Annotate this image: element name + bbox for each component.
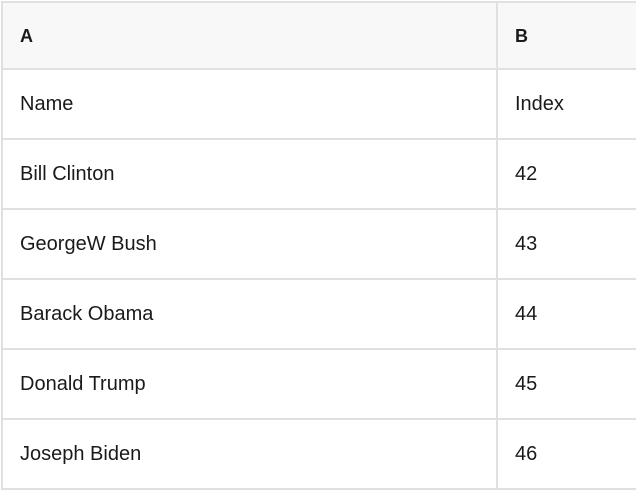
cell-index[interactable]: 45 <box>515 373 538 395</box>
column-header-a[interactable]: A <box>3 3 498 68</box>
header-row: A B <box>3 3 636 70</box>
table-row: Barack Obama 44 <box>3 280 636 350</box>
cell-name[interactable]: Bill Clinton <box>3 140 498 208</box>
cell-name[interactable]: Name <box>3 70 498 138</box>
cell-index[interactable]: 44 <box>515 303 538 325</box>
cell-index[interactable]: 43 <box>515 233 538 255</box>
cell-index[interactable]: 46 <box>515 443 538 465</box>
table-row: GeorgeW Bush 43 <box>3 210 636 280</box>
table-row: Name Index <box>3 70 636 140</box>
cell-name[interactable]: Joseph Biden <box>3 420 498 488</box>
cell-index[interactable]: Index <box>515 93 564 115</box>
table-row: Bill Clinton 42 <box>3 140 636 210</box>
table-row: Donald Trump 45 <box>3 350 636 420</box>
cell-name[interactable]: GeorgeW Bush <box>3 210 498 278</box>
cell-name[interactable]: Donald Trump <box>3 350 498 418</box>
cell-index[interactable]: 42 <box>515 163 538 185</box>
column-header-b[interactable]: B <box>515 25 528 46</box>
table-row: Joseph Biden 46 <box>3 420 636 490</box>
cell-name[interactable]: Barack Obama <box>3 280 498 348</box>
